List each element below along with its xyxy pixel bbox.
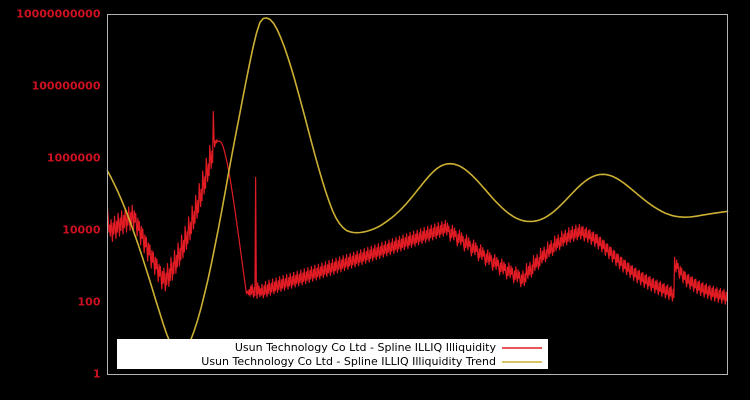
plot-frame xyxy=(107,14,728,375)
y-axis-tick-label: 100000000 xyxy=(32,80,101,93)
series-layer xyxy=(106,17,729,354)
y-axis-tick-label: 100 xyxy=(78,296,101,309)
y-axis-tick-label: 1 xyxy=(93,368,101,381)
legend-label: Usun Technology Co Ltd - Spline ILLIQ Il… xyxy=(201,355,496,368)
chart-legend[interactable]: Usun Technology Co Ltd - Spline ILLIQ Il… xyxy=(117,339,548,369)
y-axis-tick-labels: 1 100 10000 1000000 100000000 10000000000 xyxy=(16,8,101,381)
y-axis-tick-label: 1000000 xyxy=(47,152,101,165)
series-line-illiquidity xyxy=(106,111,729,305)
y-axis-tick-label: 10000 xyxy=(62,224,101,237)
series-line-trend xyxy=(106,17,729,354)
legend-label: Usun Technology Co Ltd - Spline ILLIQ Il… xyxy=(235,341,497,354)
y-axis-tick-label: 10000000000 xyxy=(16,8,101,21)
legend-background xyxy=(117,339,548,369)
